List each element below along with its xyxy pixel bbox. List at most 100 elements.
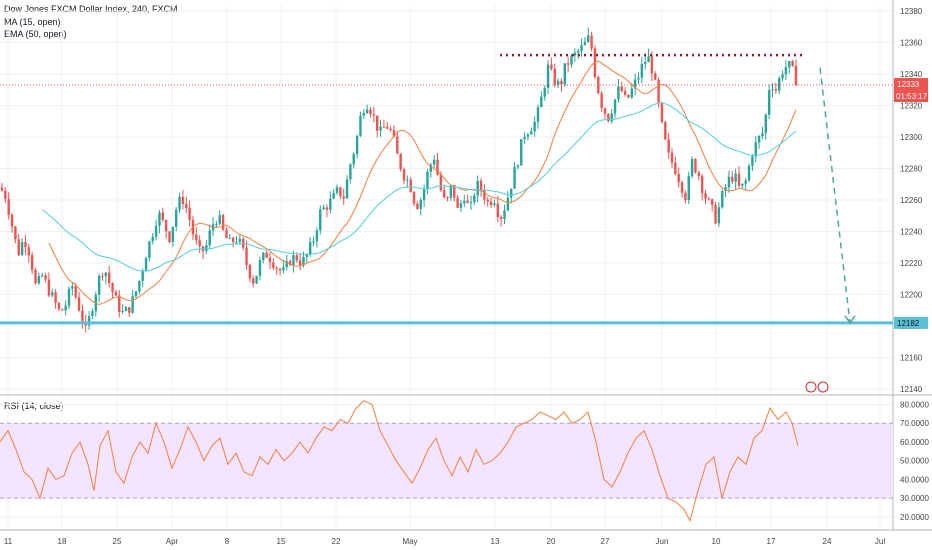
candle-down [409,179,412,192]
rsi-tick-label: 80.0000 [900,400,929,409]
candle-up [543,87,546,97]
candle-up [506,197,510,211]
ma-15-line [48,60,797,306]
candle-down [0,187,4,191]
candle-up [255,275,258,284]
candle-down [272,262,275,268]
candle-up [540,96,543,108]
time-tick-label: 25 [113,537,122,546]
candle-up [530,131,533,135]
candle-down [392,130,396,137]
candle-up [238,238,242,242]
candle-up [784,67,788,75]
candle-up [104,272,108,277]
candle-down [275,267,278,270]
candle-down [466,200,469,203]
candle-up [573,52,577,56]
candle-down [496,203,499,218]
candle-up [637,77,640,80]
candle-up [355,136,359,154]
candle-up [91,311,94,317]
candle-down [443,190,446,198]
candle-up [781,74,784,79]
candle-down [339,187,342,197]
candle-up [788,61,791,68]
time-tick-label: 24 [823,537,832,546]
candle-up [751,156,754,166]
candle-down [704,193,707,199]
candle-down [252,278,255,284]
time-tick-label: 27 [601,537,610,546]
projection-arrow-line [819,67,851,323]
candle-up [536,107,540,122]
candle-up [37,276,41,284]
time-tick-label: May [402,537,417,546]
price-tick-label: 12140 [900,385,923,394]
candle-down [101,275,104,277]
candle-up [228,237,231,239]
candle-down [77,297,81,311]
candle-up [285,261,288,268]
candle-down [4,190,7,200]
candle-up [473,195,476,203]
candle-down [221,215,225,230]
candle-down [386,126,389,129]
candle-up [154,225,158,237]
price-tick-label: 12260 [900,196,923,205]
candle-up [134,291,138,297]
time-tick-label: 22 [332,537,341,546]
candle-down [680,182,684,193]
candle-down [489,201,493,206]
price-tick-label: 12240 [900,228,923,237]
candle-down [439,174,443,191]
price-tick-label: 12380 [900,7,923,16]
candle-down [553,68,556,86]
price-tick-label: 12320 [900,102,923,111]
candle-up [205,245,208,252]
candle-up [419,199,422,209]
price-tick-label: 12160 [900,354,923,363]
candle-up [426,171,429,189]
candle-up [741,183,744,186]
candle-up [630,88,633,98]
candle-down [81,310,84,322]
candle-up [138,280,141,292]
candle-down [412,191,416,204]
candle-down [188,208,191,220]
candle-up [644,62,647,64]
last-price-tag-text: 12333 [897,80,920,89]
rsi-legend: RSI (14, close) [4,401,64,411]
candle-up [349,164,352,180]
candle-up [724,187,727,191]
candle-down [711,199,714,205]
candle-down [164,219,168,232]
candle-down [416,203,419,209]
candle-up [302,256,305,266]
candle-down [372,114,376,116]
candle-down [566,63,570,65]
candle-down [185,203,188,209]
candle-down [603,108,607,114]
candle-up [64,305,67,311]
candle-up [577,50,580,53]
candle-up [124,307,128,312]
time-tick-label: 17 [767,537,776,546]
candle-down [620,86,623,92]
candle-down [453,185,456,198]
candle-down [198,240,201,247]
ema-legend: EMA (50, open) [4,29,67,39]
time-tick-label: Jun [656,537,669,546]
candle-up [493,203,496,206]
candle-down [483,190,486,200]
candle-down [10,214,14,227]
rsi-tick-label: 20.0000 [900,513,929,522]
candle-down [24,242,27,248]
rsi-line-layer [0,400,799,522]
candle-up [262,252,265,261]
candle-up [747,165,751,181]
candle-up [570,55,573,65]
candle-down [479,180,483,191]
candle-up [71,286,74,289]
candle-up [151,236,154,242]
